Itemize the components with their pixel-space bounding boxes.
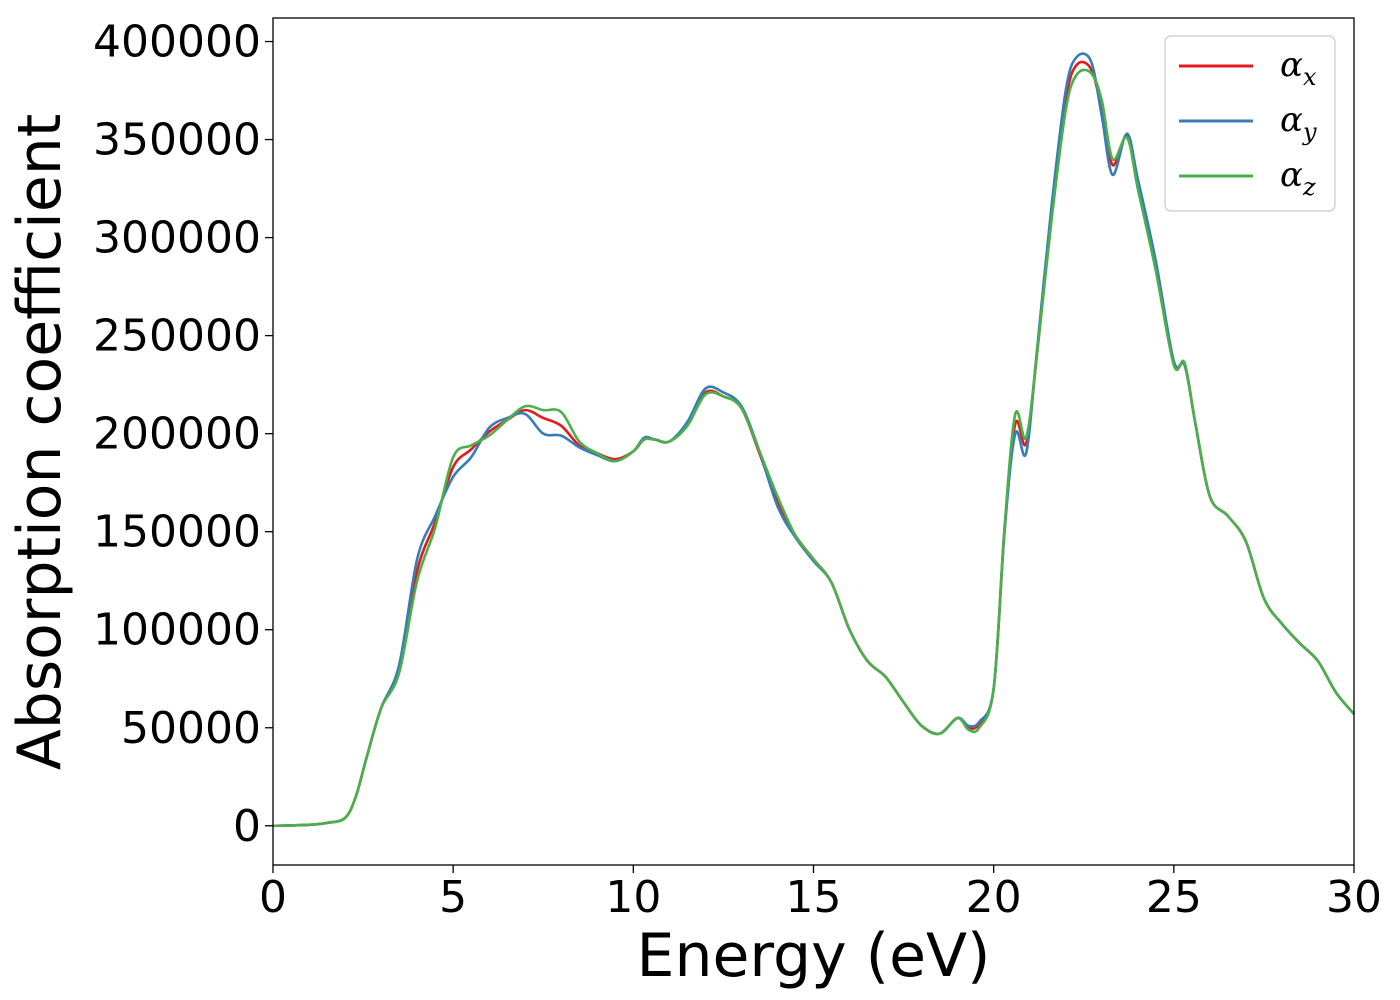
legend-label-z: αz <box>1280 155 1316 201</box>
series-alpha-z-line <box>273 68 1354 828</box>
y-tick-label: 400000 <box>93 17 261 68</box>
x-tick-label: 0 <box>259 872 287 923</box>
x-axis: 0 5 10 15 20 25 30 <box>259 865 1382 923</box>
x-tick-label: 30 <box>1326 872 1382 923</box>
legend-label-subscript: z <box>1302 173 1316 201</box>
x-tick-label: 20 <box>966 872 1022 923</box>
legend-label-subscript: y <box>1302 118 1317 146</box>
legend-box <box>1164 35 1336 212</box>
x-axis-title: Energy (eV) <box>637 921 991 991</box>
y-tick-label: 250000 <box>93 311 261 362</box>
y-tick-label: 350000 <box>93 115 261 166</box>
y-tick-label: 0 <box>233 801 261 852</box>
legend-label-x: αx <box>1280 45 1317 91</box>
legend-label-subscript: x <box>1303 63 1317 91</box>
y-axis: 0 50000 100000 150000 200000 250000 300000 3500… <box>93 17 273 852</box>
y-tick-label: 100000 <box>93 605 261 656</box>
x-tick-label: 10 <box>605 872 661 923</box>
x-tick-label: 25 <box>1146 872 1202 923</box>
legend-label-base: α <box>1280 155 1303 195</box>
y-tick-label: 300000 <box>93 213 261 264</box>
legend-label-base: α <box>1280 45 1303 85</box>
y-tick-label: 50000 <box>121 703 261 754</box>
legend-label-y: αy <box>1280 100 1317 146</box>
y-axis-title: Absorption coefficient <box>5 114 75 771</box>
y-tick-label: 200000 <box>93 409 261 460</box>
x-tick-label: 5 <box>439 872 467 923</box>
y-tick-label: 150000 <box>93 507 261 558</box>
x-tick-label: 15 <box>786 872 842 923</box>
legend-label-base: α <box>1280 100 1303 140</box>
series-layer <box>273 52 1354 828</box>
